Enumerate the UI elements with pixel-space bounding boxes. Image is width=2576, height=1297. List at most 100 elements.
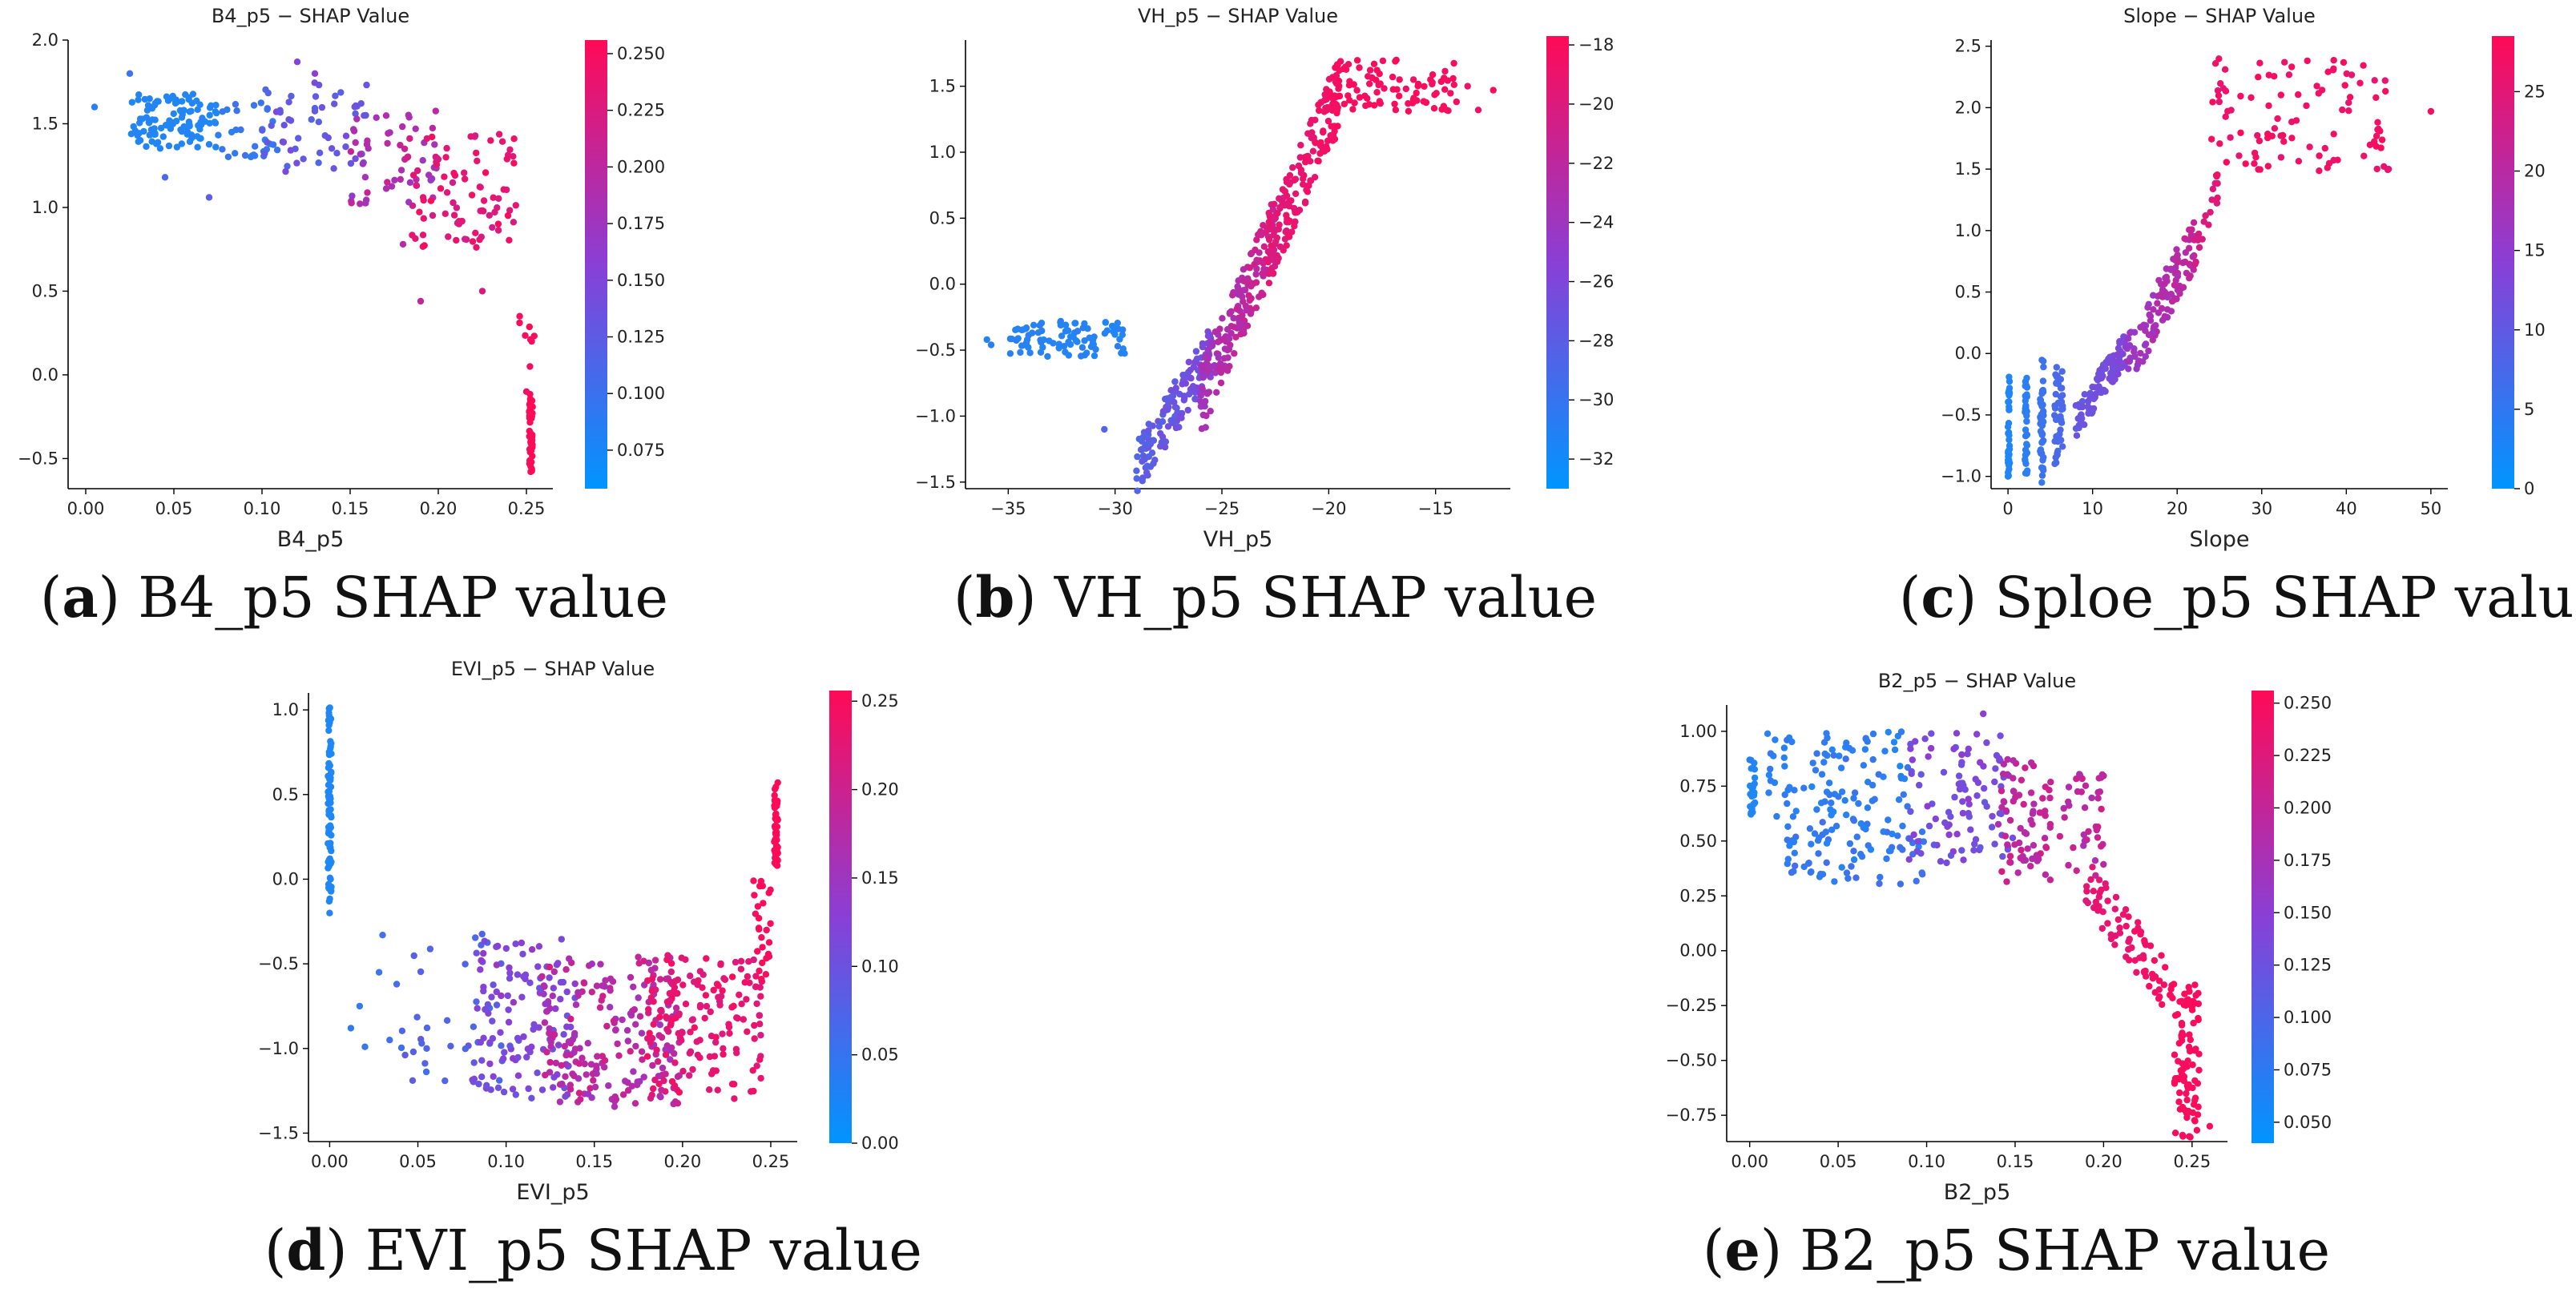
data-point [2264,163,2272,170]
data-point [490,981,497,989]
data-point [534,963,542,970]
data-point [562,1073,569,1081]
y-tick-label: 0.50 [1679,832,1717,851]
data-point [2078,403,2086,411]
data-point [1751,766,1759,773]
data-point [1800,784,1808,791]
data-point [1332,107,1340,114]
x-tick-label: 0.15 [575,1152,613,1171]
data-point [1345,82,1353,89]
data-point [1030,321,1038,328]
data-point [1023,336,1031,344]
data-point [224,153,232,160]
data-point [655,1057,662,1065]
data-point [754,948,761,955]
data-point [1231,324,1238,331]
data-point [2052,390,2059,398]
data-point [2054,447,2062,455]
data-point [623,1027,631,1034]
data-point [1220,355,1228,362]
data-point [2191,1094,2199,1102]
data-point [2374,119,2381,126]
data-point [1988,824,1996,831]
data-point [647,994,655,1001]
data-point [489,1035,497,1042]
data-point [1890,739,1898,746]
data-point [273,147,281,154]
data-point [1373,66,1381,74]
data-point [386,129,393,136]
data-point [599,982,606,989]
data-point [2056,832,2064,840]
data-point [421,1060,429,1067]
data-point [1381,85,1388,92]
data-point [584,1040,591,1047]
data-point [750,877,757,884]
data-point [1823,730,1830,737]
data-point [445,233,452,240]
data-point [2090,904,2098,912]
data-point [1396,92,1403,100]
data-point [2183,1110,2191,1118]
data-point [2247,94,2255,102]
colorbar-tick-label: 0.20 [861,780,899,800]
data-point [2058,416,2065,424]
data-point [2094,834,2102,841]
data-point [196,126,204,133]
data-point [1786,783,1793,791]
data-point [493,1001,501,1009]
data-point [753,1062,760,1069]
data-point [441,1077,449,1085]
data-point [332,92,339,99]
data-point [1246,296,1253,304]
data-point [731,1095,738,1102]
data-point [510,159,518,167]
data-point [327,745,334,752]
data-point [1832,823,1840,830]
data-point [498,1042,505,1049]
data-point [1789,813,1797,820]
data-point [1236,324,1244,332]
data-point [650,1021,657,1028]
data-point [1907,808,1914,816]
data-point [1135,435,1143,443]
data-point [552,1005,559,1013]
data-point [2015,791,2023,799]
data-point [478,957,485,965]
data-point [1186,390,1193,398]
data-point [717,960,724,968]
data-point [703,955,710,962]
data-point [2264,134,2272,142]
data-point [1447,90,1454,97]
data-point [1217,379,1225,387]
data-point [1223,346,1232,354]
data-point [546,1058,554,1066]
data-point [759,944,766,951]
data-point [659,1064,667,1072]
data-point [542,1001,549,1008]
data-point [136,137,144,144]
data-point [1790,838,1798,846]
data-point [2011,841,2018,848]
data-point [1089,340,1097,347]
data-point [1861,824,1869,832]
data-point [361,1043,369,1050]
data-point [473,244,480,251]
data-point [391,176,398,183]
data-point [480,197,488,204]
data-point [1830,808,1837,816]
data-point [2038,479,2046,486]
data-point [667,968,675,976]
data-point [710,986,717,994]
x-tick-label: 0.15 [1997,1152,2034,1171]
data-point [554,1041,562,1049]
data-point [2303,102,2310,110]
data-point [1334,123,1341,130]
data-point [630,983,637,991]
data-point [596,1004,604,1011]
data-point [2295,91,2302,99]
data-point [756,1012,763,1019]
data-point [2022,856,2030,864]
data-point [1885,848,1893,855]
data-point [562,1051,570,1059]
